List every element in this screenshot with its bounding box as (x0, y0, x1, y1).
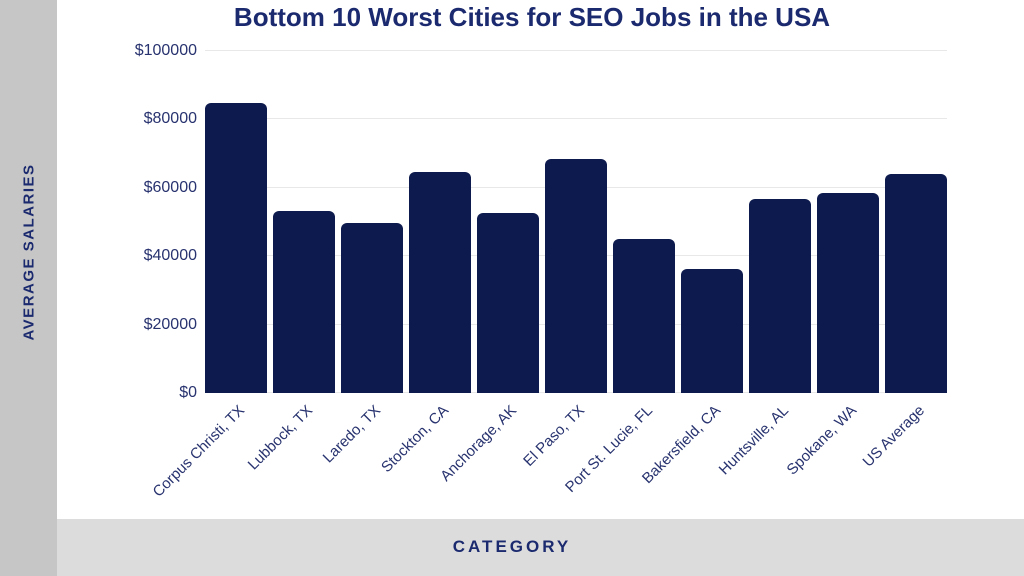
x-tick-label: Port St. Lucie, FL (562, 402, 657, 496)
y-tick-label: $40000 (143, 247, 197, 265)
x-tick-label: Anchorage, AK (437, 402, 521, 485)
plot-area (205, 50, 947, 393)
x-tick-label: Laredo, TX (319, 402, 385, 467)
y-axis-title: AVERAGE SALARIES (20, 163, 38, 341)
bar-laredo-tx (341, 222, 403, 393)
y-axis-title-band: AVERAGE SALARIES (0, 0, 57, 576)
x-tick-label: Spokane, WA (783, 402, 861, 479)
x-tick-label: El Paso, TX (520, 402, 589, 470)
gridline (205, 118, 947, 120)
chart-title: Bottom 10 Worst Cities for SEO Jobs in t… (233, 2, 831, 32)
bar-lubbock-tx (273, 211, 335, 393)
y-tick-label: $20000 (143, 315, 197, 333)
x-tick-label: US Average (859, 402, 929, 471)
y-tick-label: $60000 (143, 178, 197, 196)
gridline (205, 50, 947, 51)
bar-corpus-christi-tx (205, 102, 267, 393)
x-tick-label: Bakersfield, CA (638, 402, 725, 488)
x-tick-label: Lubbock, TX (244, 402, 317, 474)
x-tick-label: Corpus Christi, TX (149, 402, 249, 501)
y-tick-label: $80000 (143, 110, 197, 128)
x-axis-title-band (57, 519, 1024, 576)
bar-spokane-wa (817, 192, 879, 393)
bar-stockton-ca (409, 172, 471, 393)
bar-el-paso-tx (545, 159, 607, 393)
x-axis-title: CATEGORY (452, 537, 572, 556)
bar-huntsville-al (749, 199, 811, 393)
bar-anchorage-ak (477, 213, 539, 393)
x-tick-label: Stockton, CA (378, 402, 453, 476)
bar-bakersfield-ca (681, 268, 743, 393)
y-tick-label: $100000 (134, 42, 197, 59)
bar-us-average (885, 174, 947, 393)
y-tick-label: $0 (179, 384, 197, 401)
x-tick-label: Huntsville, AL (715, 402, 793, 479)
bar-port-st-lucie-fl (613, 239, 675, 393)
